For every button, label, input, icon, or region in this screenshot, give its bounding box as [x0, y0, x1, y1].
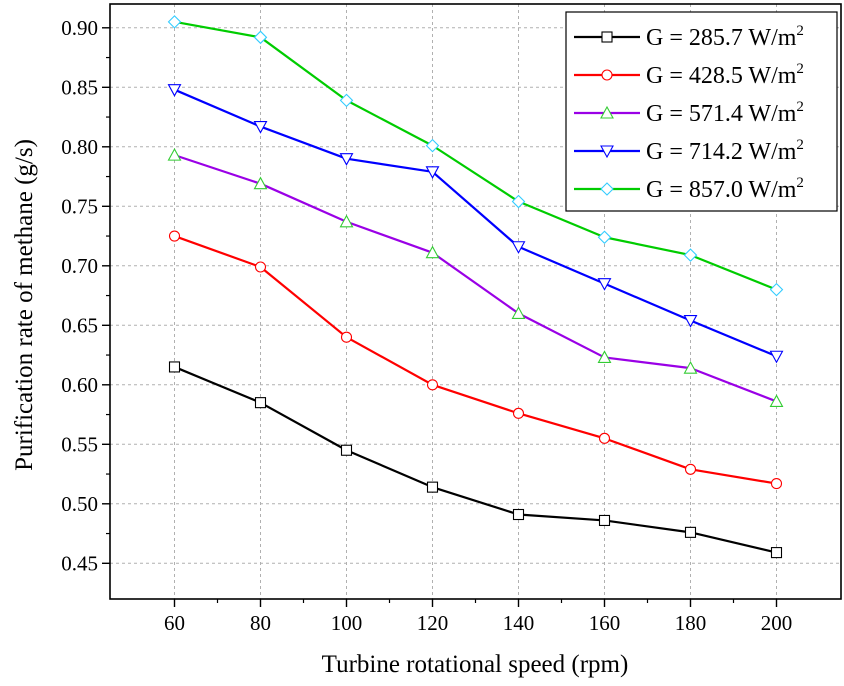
data-point-triangle-up: [600, 105, 614, 119]
legend-label-text: G = 571.4 W/m: [646, 101, 797, 127]
series-line-1: [174, 365, 777, 554]
data-point-circle: [340, 331, 353, 343]
y-tick-label: 0.90: [61, 16, 98, 40]
y-tick-label: 0.65: [61, 313, 98, 337]
legend-label-3: G = 571.4 W/m2: [646, 99, 804, 127]
data-point-triangle-down: [600, 145, 614, 159]
y-tick-label: 0.85: [61, 75, 98, 99]
legend-box: [565, 11, 838, 212]
x-tick-label: 120: [417, 611, 449, 635]
data-point-square: [426, 481, 439, 493]
x-axis-title: Turbine rotational speed (rpm): [322, 651, 629, 678]
data-point-triangle-down: [769, 350, 784, 364]
y-axis-title: Purification rate of methane (g/s): [11, 139, 38, 471]
grid-lines: [110, 4, 841, 599]
data-point-triangle-down: [597, 278, 612, 291]
data-point-diamond: [769, 282, 784, 297]
data-point-triangle-down: [425, 166, 440, 179]
legend-label-1: G = 285.7 W/m2: [646, 23, 804, 51]
legend-label-superscript: 2: [796, 137, 804, 153]
x-tick-label: 60: [164, 611, 185, 635]
data-point-triangle-up: [253, 176, 268, 190]
x-tick-label: 140: [503, 611, 535, 635]
data-point-diamond: [511, 194, 526, 209]
data-point-triangle-down: [511, 241, 526, 254]
x-tick-label: 80: [250, 611, 271, 635]
legend: G = 285.7 W/m2G = 428.5 W/m2G = 571.4 W/…: [565, 11, 838, 212]
y-tick-label: 0.75: [61, 194, 98, 218]
x-axis: 60 80 100 120 140 160 180 200: [164, 599, 792, 635]
data-point-triangle-down: [339, 153, 354, 166]
data-point-square: [512, 508, 525, 521]
data-point-circle: [601, 69, 613, 81]
y-tick-label: 0.60: [61, 373, 98, 397]
series-line-3: [174, 154, 777, 403]
data-point-square: [770, 547, 783, 559]
data-point-triangle-up: [167, 147, 182, 161]
legend-label-5: G = 857.0 W/m2: [646, 175, 804, 203]
data-point-circle: [254, 261, 267, 273]
data-point-diamond: [425, 138, 440, 153]
data-point-square: [598, 514, 611, 527]
data-point-diamond: [600, 182, 614, 196]
series-lines: [174, 20, 777, 554]
series-line-5: [174, 20, 777, 291]
x-tick-label: 180: [675, 611, 707, 635]
data-point-square: [340, 444, 353, 456]
series-markers: [167, 15, 784, 559]
data-point-circle: [684, 463, 697, 475]
data-point-diamond: [167, 15, 182, 29]
data-point-square: [168, 361, 181, 373]
data-point-circle: [512, 407, 525, 419]
series-line-2: [174, 235, 777, 485]
y-tick-label: 0.80: [61, 135, 98, 159]
data-point-triangle-up: [339, 214, 354, 228]
legend-label-superscript: 2: [796, 99, 804, 115]
x-tick-label: 160: [589, 611, 621, 635]
legend-label-4: G = 714.2 W/m2: [646, 137, 804, 165]
series-line-4: [174, 88, 777, 358]
y-tick-label: 0.70: [61, 254, 98, 278]
data-point-triangle-up: [769, 394, 784, 408]
data-point-triangle-down: [683, 314, 698, 328]
data-point-square: [254, 397, 267, 409]
data-point-triangle-down: [253, 121, 268, 134]
data-point-square: [684, 526, 697, 538]
data-point-diamond: [339, 93, 354, 108]
y-axis: 0.45 0.50 0.55 0.60 0.65 0.70 0.75 0.80 0.85 0.90: [61, 16, 110, 575]
y-tick-label: 0.45: [61, 551, 98, 575]
legend-label-text: G = 285.7 W/m: [646, 25, 797, 51]
data-point-triangle-up: [683, 360, 698, 374]
y-tick-label: 0.55: [61, 432, 98, 456]
data-point-circle: [770, 478, 783, 490]
data-point-circle: [426, 379, 439, 391]
legend-label-text: G = 857.0 W/m: [646, 177, 797, 203]
x-tick-label: 200: [761, 611, 793, 635]
legend-label-2: G = 428.5 W/m2: [646, 61, 804, 89]
legend-label-text: G = 428.5 W/m: [646, 63, 797, 89]
data-point-triangle-up: [597, 350, 612, 363]
data-point-square: [601, 31, 613, 43]
data-point-diamond: [597, 230, 612, 245]
data-point-circle: [598, 432, 611, 444]
legend-label-superscript: 2: [796, 23, 804, 39]
data-point-circle: [168, 230, 181, 242]
y-tick-label: 0.50: [61, 492, 98, 516]
legend-label-superscript: 2: [796, 61, 804, 77]
legend-label-text: G = 714.2 W/m: [646, 139, 797, 165]
data-point-diamond: [253, 30, 268, 45]
data-point-diamond: [683, 248, 698, 262]
data-point-triangle-up: [425, 245, 440, 259]
data-point-triangle-up: [511, 306, 526, 319]
data-point-triangle-down: [167, 84, 182, 97]
x-tick-label: 100: [331, 611, 363, 635]
legend-label-superscript: 2: [796, 175, 804, 191]
